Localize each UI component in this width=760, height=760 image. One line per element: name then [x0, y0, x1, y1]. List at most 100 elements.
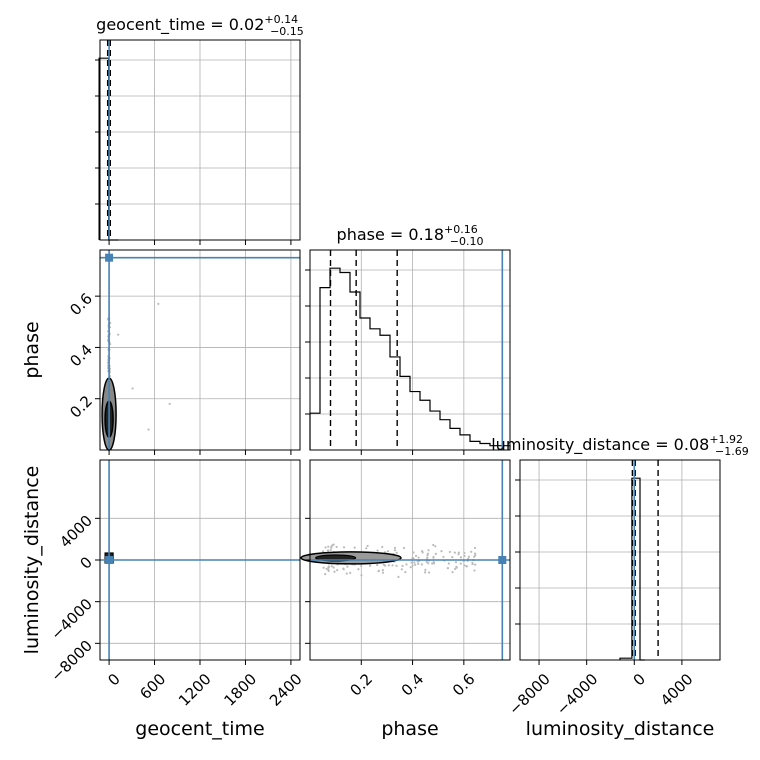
sample-point — [325, 567, 328, 571]
sample-point — [442, 555, 445, 559]
sample-point — [377, 569, 381, 572]
sample-point — [412, 551, 415, 554]
sample-point — [451, 571, 454, 574]
panel-title: phase = 0.18+0.16 −0.10 — [337, 223, 484, 248]
sample-point — [353, 546, 356, 549]
sample-point — [409, 566, 412, 569]
sample-point — [157, 302, 160, 305]
sample-point — [446, 567, 450, 570]
truth-marker — [105, 253, 114, 262]
sample-point — [342, 568, 345, 571]
sample-point — [387, 564, 390, 567]
sample-point — [434, 552, 437, 556]
truth-marker — [498, 556, 507, 564]
sample-point — [453, 551, 456, 554]
sample-point — [463, 564, 466, 567]
sample-point — [395, 564, 398, 567]
sample-point — [428, 571, 431, 574]
sample-point — [395, 551, 398, 554]
sample-point — [473, 569, 476, 572]
sample-point — [393, 546, 397, 549]
sample-point — [432, 543, 435, 547]
sample-point — [321, 550, 325, 553]
sample-point — [346, 565, 349, 568]
x-tick-label: 0 — [104, 670, 123, 689]
x-tick-label: −4000 — [553, 670, 602, 719]
sample-point — [342, 546, 346, 549]
sample-point — [368, 564, 372, 568]
sample-point — [417, 556, 420, 559]
sample-point — [412, 556, 415, 560]
sample-point — [414, 563, 417, 566]
sample-point — [432, 555, 435, 559]
sample-point — [411, 564, 414, 567]
sample-point — [330, 565, 333, 568]
sample-point — [459, 556, 463, 559]
sample-point — [336, 568, 339, 572]
panel-title: geocent_time = 0.02+0.14 −0.15 — [96, 13, 304, 38]
sample-point — [327, 565, 331, 568]
sample-point — [330, 545, 333, 548]
sample-point — [332, 543, 335, 546]
panel-hist-phase — [309, 249, 511, 451]
x-axis-label: luminosity_distance — [526, 718, 715, 740]
sample-point — [427, 562, 430, 565]
sample-point — [381, 545, 384, 549]
x-tick-label: 0.2 — [346, 670, 376, 700]
sample-point — [402, 546, 406, 550]
sample-point — [376, 549, 379, 552]
sample-point — [424, 568, 427, 572]
panel-hist-geocent_time — [99, 39, 301, 241]
sample-point — [393, 549, 397, 552]
sample-point — [322, 566, 325, 569]
sample-point — [413, 561, 416, 564]
sample-point — [381, 568, 385, 572]
sample-point — [391, 564, 394, 567]
sample-point — [168, 402, 171, 405]
y-tick-label: 0 — [77, 553, 96, 572]
sample-point — [360, 574, 363, 577]
sample-point — [401, 564, 404, 567]
x-tick-label: 0.6 — [449, 670, 479, 700]
sample-point — [434, 545, 437, 548]
sample-point — [404, 570, 407, 574]
sample-point — [470, 550, 473, 553]
sample-point — [357, 568, 360, 571]
sample-point — [333, 570, 336, 573]
sample-point — [427, 549, 430, 552]
sample-point — [463, 551, 466, 555]
sample-point — [420, 563, 423, 566]
sample-point — [376, 563, 379, 567]
sample-point — [431, 562, 434, 565]
sample-point — [420, 549, 424, 553]
sample-point — [365, 547, 368, 550]
y-axis-label: luminosity_distance — [21, 466, 43, 655]
sample-point — [425, 560, 428, 563]
x-tick-label: 2400 — [266, 670, 306, 710]
x-tick-label: −8000 — [505, 670, 554, 719]
sample-point — [454, 561, 458, 564]
sample-point — [463, 554, 466, 558]
sample-point — [327, 545, 330, 548]
x-tick-label: 1200 — [175, 670, 215, 710]
y-tick-label: 4000 — [56, 512, 96, 552]
sample-point — [453, 567, 457, 571]
sample-point — [473, 555, 476, 558]
y-axis-label: phase — [21, 321, 43, 378]
sample-point — [397, 575, 400, 578]
sample-point — [131, 387, 134, 390]
sample-point — [448, 550, 451, 554]
sample-point — [465, 565, 468, 568]
sample-point — [345, 572, 348, 575]
panel-geocent_time-luminosity_distance — [99, 459, 301, 661]
sample-point — [459, 562, 462, 565]
histogram-phase — [309, 267, 511, 450]
x-axis-label: geocent_time — [135, 718, 264, 740]
sample-point — [386, 550, 390, 553]
sample-point — [349, 571, 352, 574]
sample-point — [327, 569, 330, 573]
sample-point — [410, 561, 413, 564]
sample-point — [417, 562, 420, 565]
x-tick-label: 600 — [136, 670, 169, 703]
